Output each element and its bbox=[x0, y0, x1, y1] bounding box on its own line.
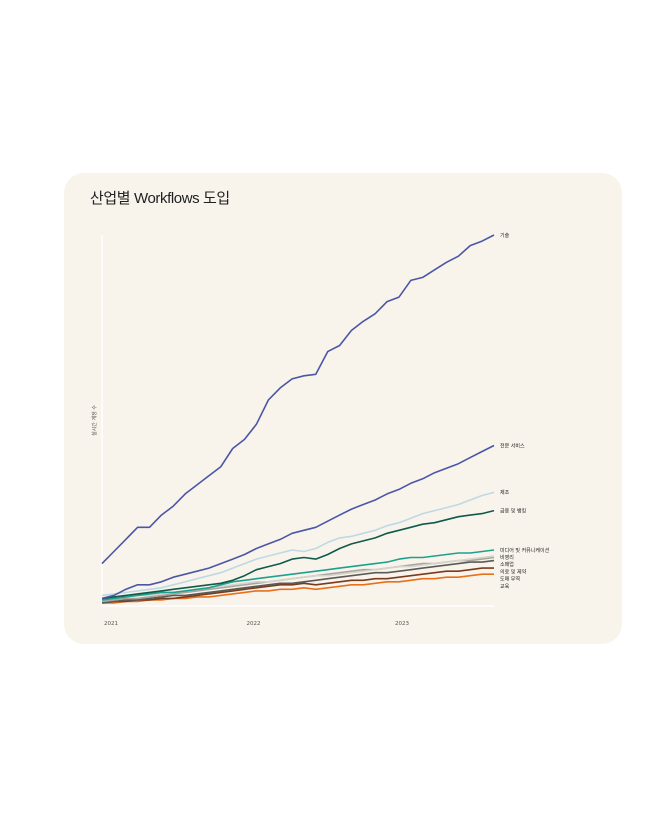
series-label: 의료 및 제약 bbox=[500, 568, 527, 575]
chart-series-lines bbox=[101, 234, 495, 604]
series-label: 금융 및 뱅킹 bbox=[500, 507, 526, 514]
series-line bbox=[101, 567, 494, 604]
series-label: 전문 서비스 bbox=[500, 442, 525, 449]
y-axis-label: 실시간 계정 수 bbox=[91, 405, 98, 436]
chart-title: 산업별 Workflows 도입 bbox=[90, 190, 230, 207]
series-label: 미디어 및 커뮤니케이션 bbox=[500, 547, 550, 554]
series-label: 비영리 bbox=[500, 554, 514, 561]
series-line bbox=[101, 491, 495, 597]
chart-axes: 실시간 계정 수 2021 2022 2023 bbox=[91, 235, 494, 627]
chart-card: 산업별 Workflows 도입 실시간 계정 수 2021 2022 2023 기술… bbox=[64, 173, 622, 644]
series-line bbox=[101, 509, 495, 600]
series-label: 교육 bbox=[500, 584, 510, 590]
series-label: 도매 무역 bbox=[500, 576, 520, 583]
series-label: 기술 bbox=[500, 232, 510, 239]
x-tick-label: 2021 bbox=[104, 621, 118, 627]
series-line bbox=[101, 444, 495, 600]
x-tick-label: 2023 bbox=[395, 621, 409, 627]
series-line bbox=[101, 234, 495, 565]
series-label: 제조 bbox=[500, 489, 510, 496]
series-label: 소매업 bbox=[500, 561, 514, 568]
series-line bbox=[101, 559, 495, 604]
x-tick-label: 2022 bbox=[247, 621, 261, 627]
series-line bbox=[101, 549, 495, 601]
